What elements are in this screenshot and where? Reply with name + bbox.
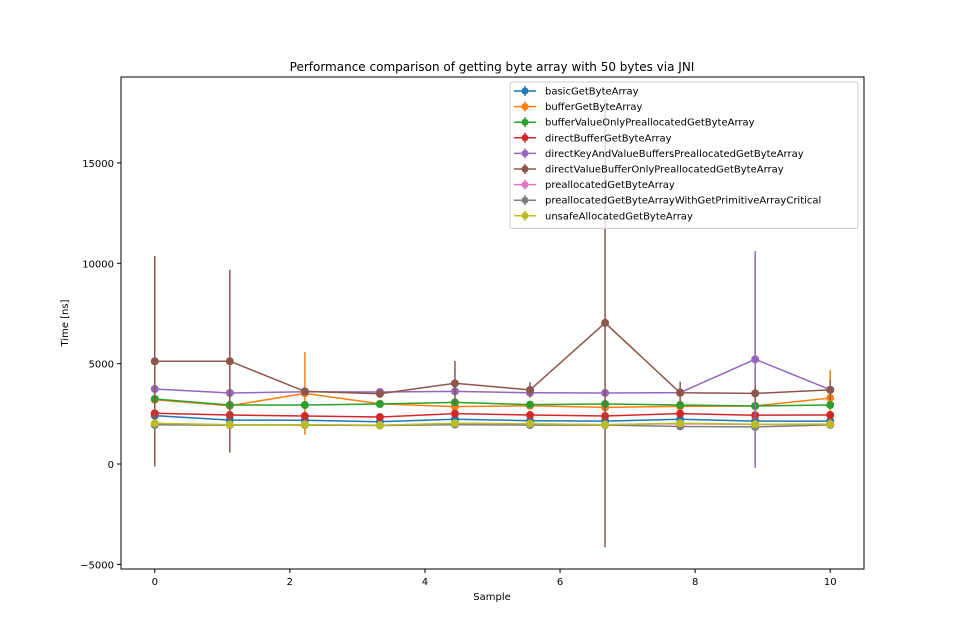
legend-marker-icon [521,196,529,204]
data-point [526,385,535,394]
series-line [154,358,831,394]
legend-label: directBufferGetByteArray [545,133,672,144]
data-point [300,420,309,429]
y-tick-label: 0 [108,460,114,471]
legend-label: bufferGetByteArray [545,102,643,113]
series-line [154,398,831,407]
data-point [150,357,159,366]
legend-label: preallocatedGetByteArray [545,180,675,191]
plot-area [150,98,835,548]
series-unsafeAllocatedGetByteArray [150,419,835,430]
y-tick-label: −5000 [80,560,114,571]
axes: 0 2 4 6 8 10 −5000 0 5000 10000 15000 [80,76,865,588]
data-point [225,420,234,429]
y-axis-label: Time [ns] [60,299,71,347]
legend-label: directKeyAndValueBuffersPreallocatedGetB… [545,149,804,160]
series-directBufferGetByteArray [150,409,835,422]
data-point [150,419,159,428]
legend-entry: bufferValueOnlyPreallocatedGetByteArray [514,117,755,129]
data-point [751,355,760,364]
legend-entry: preallocatedGetByteArray [514,179,675,191]
legend-entry: unsafeAllocatedGetByteArray [514,210,693,222]
legend-marker-icon [521,134,529,142]
series-layer [150,98,835,548]
data-point [826,411,835,420]
data-point [526,400,535,409]
x-tick-label: 6 [557,577,563,588]
y-tick-label: 5000 [89,360,114,371]
data-point [751,389,760,398]
legend-marker-icon [521,118,529,126]
data-point [300,412,309,421]
data-point [601,318,610,327]
data-point [526,419,535,428]
series-line [154,422,831,427]
data-point [375,389,384,398]
data-point [826,401,835,409]
legend-marker-icon [521,87,529,95]
legend-entry: bufferGetByteArray [514,101,643,113]
data-point [375,413,384,422]
data-point [450,409,459,418]
data-point [826,385,835,394]
legend-marker-icon [521,165,529,173]
data-point [225,357,234,366]
data-point [676,388,685,397]
data-point [676,409,685,418]
data-point [751,420,760,429]
data-point [601,420,610,429]
x-tick-label: 8 [692,577,698,588]
data-point [676,419,685,428]
data-point [450,379,459,388]
legend-box [509,81,859,229]
data-point [300,401,309,409]
legend-entry: directValueBufferOnlyPreallocatedGetByte… [514,164,784,176]
chart-title: Performance comparison of getting byte a… [290,60,695,74]
series-line [154,414,831,423]
plot-frame [120,76,865,570]
legend-entry: basicGetByteArray [514,86,639,98]
legend-label: unsafeAllocatedGetByteArray [545,211,693,222]
data-point [375,399,384,408]
legend-marker-icon [521,212,529,220]
legend-marker-icon [521,103,529,111]
legend-label: basicGetByteArray [545,87,639,98]
series-line [154,321,831,395]
y-tick-label: 15000 [82,159,114,170]
legend-marker-icon [521,181,529,189]
legend: basicGetByteArray bufferGetByteArray buffe… [509,81,859,229]
x-tick-label: 10 [824,577,837,588]
x-tick-label: 2 [287,577,293,588]
legend-entry: preallocatedGetByteArrayWithGetPrimitive… [514,195,821,207]
legend-entry: directBufferGetByteArray [514,132,672,144]
legend-entry: directKeyAndValueBuffersPreallocatedGetB… [514,148,804,160]
legend-label: bufferValueOnlyPreallocatedGetByteArray [545,118,755,129]
data-point [526,411,535,420]
x-tick-label: 0 [152,577,158,588]
x-axis-label: Sample [473,592,511,603]
data-point [300,387,309,396]
series-line [154,412,831,418]
data-point [375,421,384,430]
y-tick-label: 10000 [82,259,114,270]
data-point [450,419,459,428]
x-tick-label: 4 [422,577,428,588]
legend-marker-icon [521,149,529,157]
data-point [826,420,835,429]
data-point [676,401,685,409]
legend-label: directValueBufferOnlyPreallocatedGetByte… [545,165,784,176]
legend-label: preallocatedGetByteArrayWithGetPrimitive… [545,196,821,207]
